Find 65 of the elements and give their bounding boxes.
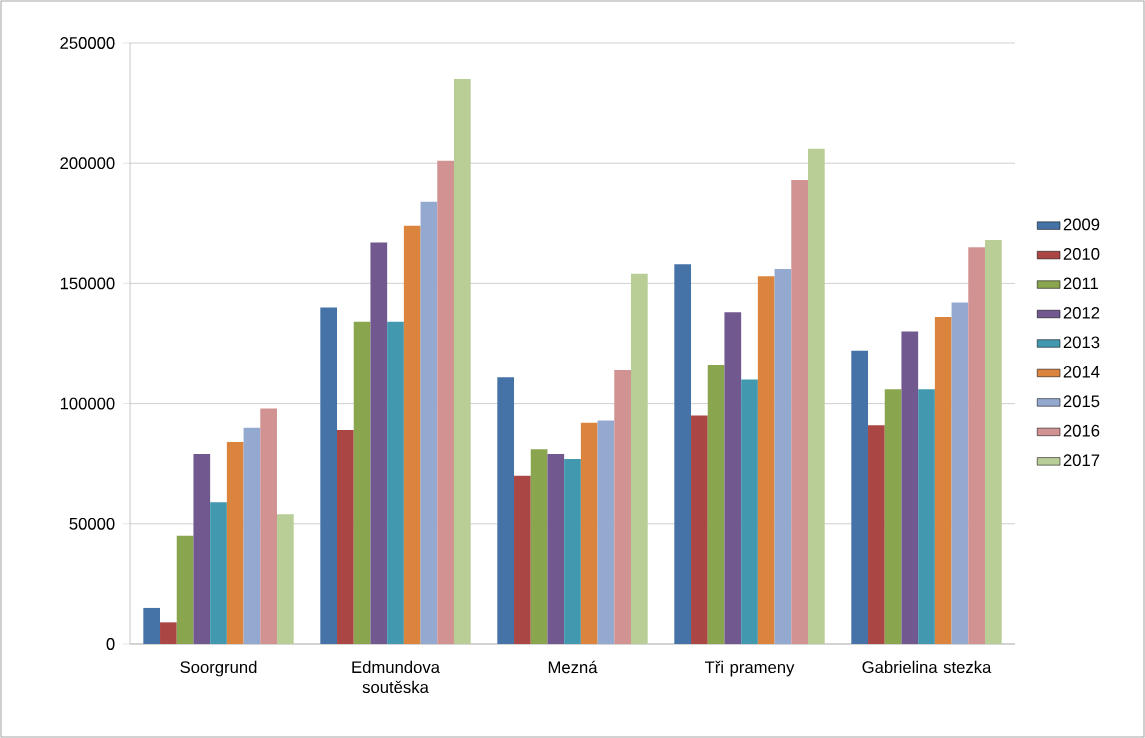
x-tick-label: Edmundova soutěska [352,660,440,694]
legend-label: 2016 [1063,424,1100,437]
bar [176,535,194,644]
bar [337,430,354,644]
bar [901,331,919,644]
bar [370,242,388,644]
bar [547,454,565,644]
bar [807,148,825,644]
y-tick-label: 150000 [60,277,115,290]
bar [160,622,177,644]
y-tick-label: 100000 [60,397,115,410]
legend-label: 2013 [1063,336,1100,349]
legend-label: 2011 [1063,277,1098,290]
x-tick-label: Mezná [548,660,598,674]
bar [868,425,885,644]
bar [276,514,294,644]
bar [193,454,211,644]
bar [691,415,708,644]
bar [597,420,615,644]
y-tick-label: 0 [106,638,115,650]
x-tick-label: Tři prameny [704,660,795,677]
bar [918,389,935,644]
bar [353,321,371,644]
bar [851,350,869,644]
bar [564,458,581,644]
legend-label: 2017 [1063,454,1100,467]
bar [674,264,692,644]
bar [243,427,261,644]
legend-label: 2014 [1063,365,1100,378]
bar [614,369,631,644]
bar [226,442,244,644]
bar [630,273,648,644]
bar [260,408,277,644]
bar [707,365,725,644]
bar [497,377,515,644]
bar [580,422,598,644]
bar [210,502,227,644]
bar [453,79,471,644]
bar [934,317,952,644]
bar [530,449,548,644]
bar [143,607,161,644]
bar [774,268,792,644]
y-tick-label: 250000 [60,37,115,49]
x-tick-label: Soorgrund [180,660,257,677]
legend-label: 2012 [1063,306,1100,319]
bar [437,160,454,644]
legend-label: 2009 [1063,218,1100,231]
bar [724,312,742,644]
bar [884,389,902,644]
bar [791,180,808,644]
legend-label: 2010 [1063,248,1100,260]
bar [951,302,969,644]
y-tick-label: 50000 [69,517,115,530]
bar [320,307,338,644]
bar [514,475,531,644]
bar [403,225,421,644]
y-tick-label: 200000 [60,157,115,170]
x-tick-label: Gabrielina stezka [862,660,992,674]
bar [757,276,775,644]
bar [741,379,758,644]
bar [968,247,985,644]
legend-label: 2015 [1063,395,1100,408]
bar [420,201,438,644]
bar [984,240,1002,644]
bar [387,321,404,644]
